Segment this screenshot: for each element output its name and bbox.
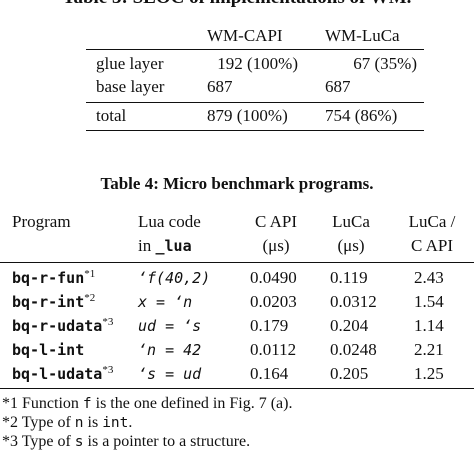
table4-luca-value: 0.204 [330, 316, 369, 335]
table3-luca-value: 754 (86%) [325, 106, 398, 125]
table3-bottom-rule [86, 130, 424, 131]
table4-header-luca-line2: (μs) [337, 236, 365, 255]
table3-row-label: base layer [96, 77, 165, 96]
table4-lua-code: ‘s = ud [138, 365, 202, 383]
footnote-2: *2 Type of n is int. [2, 414, 133, 431]
table4-header-program: Program [12, 212, 71, 231]
footnote-3: *3 Type of s is a pointer to a structure… [2, 433, 251, 450]
table3-luca-value: 67 (35%) [353, 54, 417, 73]
table4-luca-value: 0.205 [330, 364, 369, 383]
table4-ratio-value: 1.14 [414, 316, 444, 335]
table3-header-rule [86, 49, 424, 50]
table4-capi-value: 0.0203 [250, 292, 297, 311]
table4-luca-value: 0.0248 [330, 340, 377, 359]
table3-luca-value: 687 [325, 77, 351, 96]
table4-program: bq-r-fun*1 [12, 268, 96, 288]
table4-luca-value: 0.0312 [330, 292, 377, 311]
table4-capi-value: 0.164 [250, 364, 289, 383]
table4-header-capi-line2: (μs) [262, 236, 290, 255]
table4-header-ratio-line1: LuCa / [408, 212, 456, 231]
table3-header-luca: WM-LuCa [325, 26, 400, 45]
table4-ratio-value: 2.21 [414, 340, 444, 359]
table4-header-ratio-line2: C API [410, 236, 454, 255]
table4-program: bq-l-udata*3 [12, 364, 114, 384]
table3-capi-value: 687 [207, 77, 233, 96]
table4-header-lua-line2: in _lua [138, 236, 192, 255]
table4-program: bq-r-int*2 [12, 292, 96, 312]
table3-total-rule [86, 102, 424, 103]
table3-capi-value: 879 (100%) [207, 106, 288, 125]
table4-ratio-value: 1.25 [414, 364, 444, 383]
table3-row-label: total [96, 106, 127, 125]
table4-capi-value: 0.0490 [250, 268, 297, 287]
table4-luca-value: 0.119 [330, 268, 368, 287]
table4-ratio-value: 2.43 [414, 268, 444, 287]
table4-capi-value: 0.0112 [250, 340, 297, 359]
table4-lua-code: x = ‘n [138, 293, 193, 311]
table3-caption: Table 3: SLOC of implementations of WM. [0, 0, 474, 9]
table4-header-luca-line1: LuCa [332, 212, 370, 231]
table3-capi-value: 192 (100%) [217, 54, 298, 73]
table4-header-rule [0, 262, 474, 263]
table4-header-capi-line1: C API [254, 212, 298, 231]
table4-caption: Table 4: Micro benchmark programs. [100, 174, 374, 193]
table4-capi-value: 0.179 [250, 316, 289, 335]
table4-lua-code: ‘n = 42 [138, 341, 202, 359]
table4-bottom-rule [0, 388, 474, 389]
table3-header-capi: WM-CAPI [207, 26, 283, 45]
table4-lua-code: ‘f(40,2) [138, 269, 211, 287]
table4-header-lua-line1: Lua code [138, 212, 201, 231]
table4-ratio-value: 1.54 [414, 292, 444, 311]
table4-program: bq-l-int [12, 341, 85, 359]
table4-program: bq-r-udata*3 [12, 316, 114, 336]
table4-lua-code: ud = ‘s [138, 317, 202, 335]
footnote-1: *1 Function f is the one defined in Fig.… [2, 395, 293, 412]
table3-row-label: glue layer [96, 54, 164, 73]
